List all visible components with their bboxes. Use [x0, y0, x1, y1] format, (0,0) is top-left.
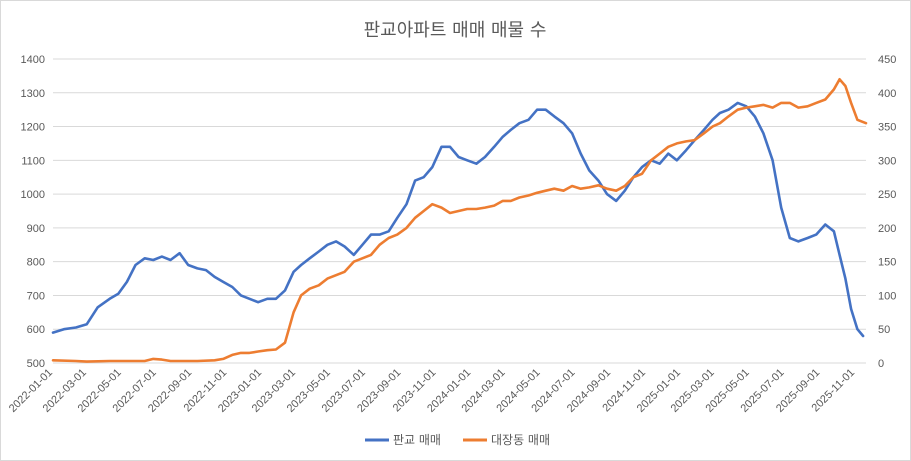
y-left-tick-label: 500	[27, 358, 45, 370]
y-right-tick-label: 300	[878, 155, 896, 167]
y-right-tick-label: 200	[878, 223, 896, 235]
y-left-tick-label: 1100	[21, 155, 45, 167]
y-right-tick-label: 250	[878, 189, 896, 201]
y-left-tick-label: 1000	[21, 189, 45, 201]
gridlines	[53, 58, 866, 364]
y-right-tick-label: 100	[878, 290, 896, 302]
series-line-1	[51, 78, 868, 363]
y-left-tick-label: 1400	[21, 54, 45, 66]
legend: 판교 매매 대장동 매매	[365, 433, 550, 447]
y-axis-left: 500 600 700 800 900 1000 1100 1200 1300 1400	[21, 54, 45, 370]
x-axis: 2022-01-012022-03-012022-05-012022-07-01…	[7, 367, 857, 415]
y-left-tick-label: 600	[27, 324, 45, 336]
y-right-tick-label: 450	[878, 54, 896, 66]
y-right-tick-label: 150	[878, 257, 896, 269]
series-line-0	[51, 101, 865, 338]
y-left-tick-label: 800	[27, 257, 45, 269]
y-left-tick-label: 1200	[21, 122, 45, 134]
series-lines	[51, 78, 868, 363]
chart-title: 판교아파트 매매 매물 수	[364, 20, 547, 41]
legend-label-daejang: 대장동 매매	[491, 433, 550, 447]
y-left-tick-label: 700	[27, 290, 45, 302]
y-axis-right: 0 50 100 150 200 250 300 350 400 450	[878, 54, 896, 370]
y-right-tick-label: 400	[878, 88, 896, 100]
y-right-tick-label: 350	[878, 122, 896, 134]
legend-label-pangyo: 판교 매매	[393, 433, 441, 447]
y-left-tick-label: 1300	[21, 88, 45, 100]
y-right-tick-label: 0	[878, 358, 884, 370]
y-right-tick-label: 50	[878, 324, 890, 336]
y-left-tick-label: 900	[27, 223, 45, 235]
